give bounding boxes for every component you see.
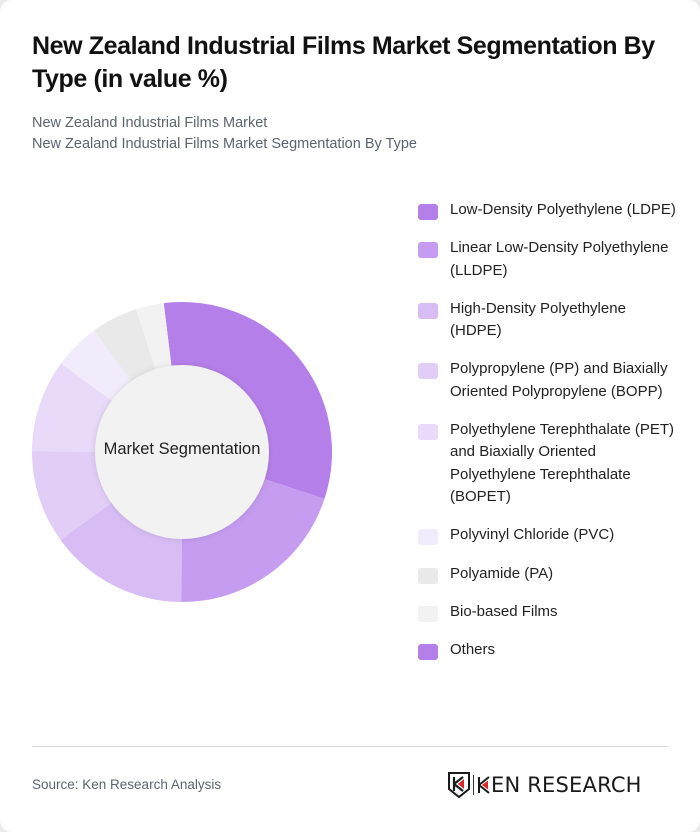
legend-label: Polypropylene (PP) and Biaxially Oriente…	[450, 360, 668, 400]
logo-text: EN RESEARCH	[491, 773, 642, 797]
legend-item-pet-bopet[interactable]: Polyethylene Terephthalate (PET) and Bia…	[418, 419, 678, 508]
legend-label: High-Density Polyethylene (HDPE)	[450, 299, 626, 340]
legend-item-others[interactable]: Others	[418, 639, 678, 661]
legend-swatch	[418, 644, 438, 661]
legend-swatch	[418, 242, 438, 259]
chart-legend: Low-Density Polyethylene (LDPE) Linear L…	[418, 199, 678, 677]
donut-chart	[32, 302, 332, 602]
ken-research-logo: EN RESEARCH	[448, 771, 642, 799]
legend-swatch	[418, 529, 438, 546]
legend-label: Low-Density Polyethylene (LDPE)	[450, 201, 676, 218]
legend-swatch	[418, 605, 438, 622]
ken-shield-icon	[448, 772, 470, 798]
logo-separator	[473, 775, 474, 795]
donut-center-label: Market Segmentation	[103, 440, 261, 458]
legend-swatch	[418, 424, 438, 441]
legend-item-bio-based[interactable]: Bio-based Films	[418, 601, 678, 623]
donut-hole	[95, 365, 269, 539]
legend-swatch	[418, 204, 438, 220]
footer-divider	[32, 746, 668, 747]
legend-swatch	[418, 363, 438, 380]
legend-label: Others	[450, 641, 496, 659]
legend-label: Bio-based Films	[450, 602, 558, 620]
legend-item-pvc[interactable]: Polyvinyl Chloride (PVC)	[418, 524, 678, 546]
source-note: Source: Ken Research Analysis	[32, 777, 222, 792]
page-title: New Zealand Industrial Films Market Segm…	[32, 32, 655, 93]
legend-swatch	[418, 567, 438, 584]
legend-item-pa[interactable]: Polyamide (PA)	[418, 563, 678, 585]
subtitle-line-market: New Zealand Industrial Films Market	[32, 115, 268, 131]
legend-label: Polyamide (PA)	[450, 564, 554, 582]
legend-item-lldpe[interactable]: Linear Low-Density Polyethylene (LLDPE)	[418, 237, 678, 282]
subtitle: New Zealand Industrial Films Market New …	[32, 113, 417, 155]
legend-item-ldpe[interactable]: Low-Density Polyethylene (LDPE)	[418, 199, 678, 221]
legend-swatch	[418, 302, 438, 319]
legend-label: Polyvinyl Chloride (PVC)	[450, 526, 615, 544]
legend-item-hdpe[interactable]: High-Density Polyethylene (HDPE)	[418, 298, 678, 343]
ken-k-icon	[478, 776, 490, 794]
subtitle-line-segmentation: New Zealand Industrial Films Market Segm…	[32, 136, 417, 152]
legend-item-pp-bopp[interactable]: Polypropylene (PP) and Biaxially Oriente…	[418, 358, 678, 403]
legend-label: Linear Low-Density Polyethylene (LLDPE)	[450, 239, 669, 279]
legend-label: Polyethylene Terephthalate (PET) and Bia…	[450, 421, 675, 505]
